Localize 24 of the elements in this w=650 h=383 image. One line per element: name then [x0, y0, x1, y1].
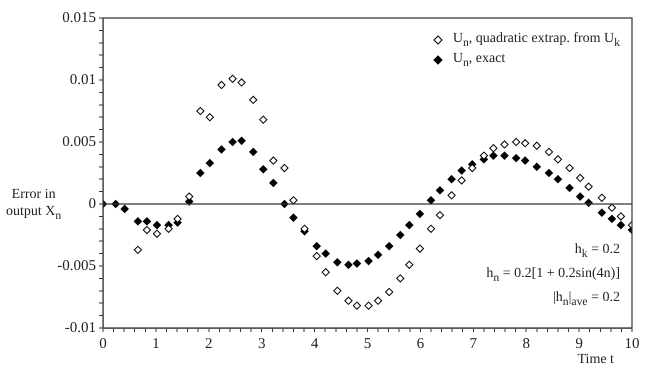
- y-tick-label: -0.01: [64, 320, 96, 336]
- y-tick-label: 0.015: [62, 10, 96, 26]
- x-tick-label: 3: [258, 336, 266, 352]
- legend-label: U$_{n}$, quadratic extrap. from U$_{k}$: [452, 31, 620, 49]
- x-tick-label: 4: [310, 336, 319, 352]
- annotation: |h$_{n}$|$_{ave}$ = 0.2: [552, 290, 620, 308]
- y-tick-label: 0.01: [70, 72, 96, 88]
- annotation: h$_{k}$ = 0.2: [574, 242, 620, 260]
- x-tick-label: 6: [416, 336, 425, 352]
- x-tick-label: 8: [522, 336, 530, 352]
- x-tick-label: 7: [470, 336, 478, 352]
- x-tick-label: 2: [205, 336, 213, 352]
- y-tick-label: 0: [88, 196, 96, 212]
- x-axis-title: Time t: [578, 352, 614, 368]
- annotation: h$_{n}$ = 0.2[1 + 0.2sin(4n)]: [486, 266, 620, 284]
- y-axis-title: Error in output X$_{n}$: [6, 186, 62, 224]
- y-tick-label: 0.005: [62, 134, 96, 150]
- x-tick-label: 9: [575, 336, 583, 352]
- x-tick-label: 0: [99, 336, 107, 352]
- x-tick-label: 5: [364, 336, 372, 352]
- y-tick-label: -0.005: [57, 258, 96, 274]
- x-tick-label: 10: [624, 336, 640, 352]
- legend-label: U$_{n}$, exact: [452, 51, 506, 69]
- x-tick-label: 1: [152, 336, 160, 352]
